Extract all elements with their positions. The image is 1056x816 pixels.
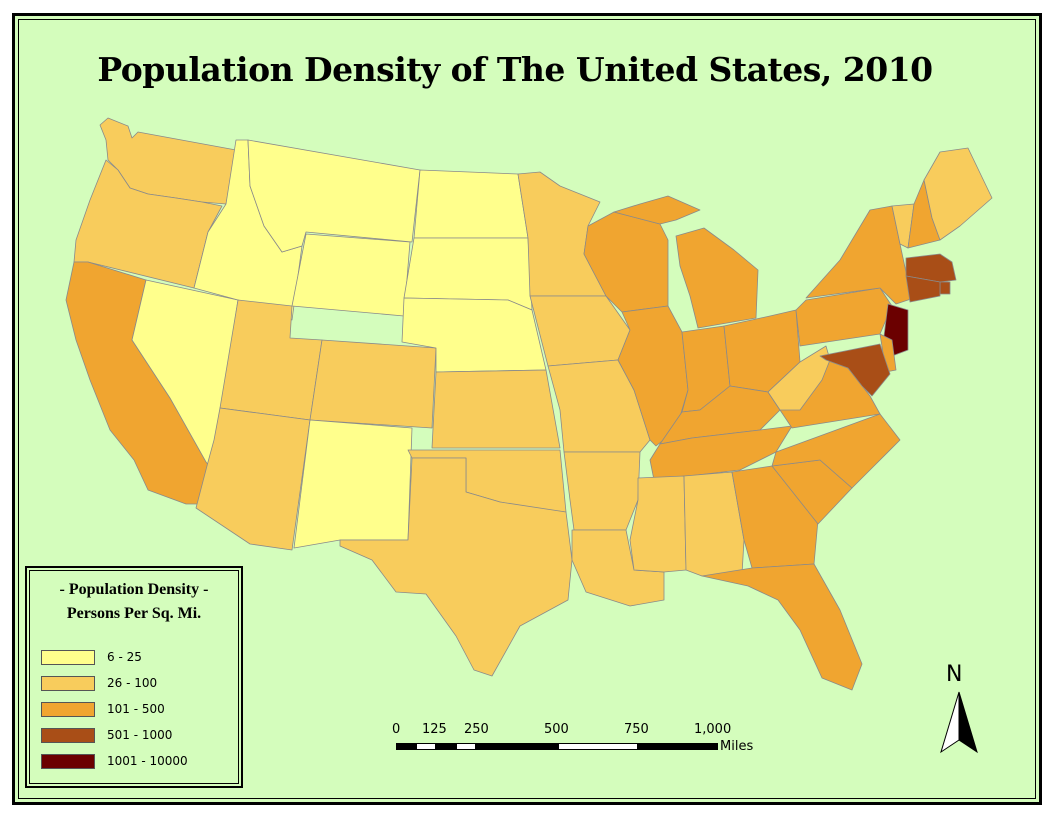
legend-swatch xyxy=(41,702,95,717)
scale-bar: 0 125 250 500 750 1,000 Miles xyxy=(390,722,770,762)
state-ut xyxy=(219,299,323,421)
state-ny xyxy=(805,205,921,305)
state-ct xyxy=(905,275,941,303)
state-nd xyxy=(413,169,529,239)
state-ia xyxy=(529,295,631,367)
legend-label: 26 - 100 xyxy=(107,676,158,690)
scale-tick-label: 0 xyxy=(392,722,401,737)
scale-segment xyxy=(416,743,436,750)
scale-tick-label: 500 xyxy=(544,722,569,737)
scale-units-label: Miles xyxy=(720,739,754,754)
state-ar xyxy=(563,451,641,531)
legend-subtitle: Persons Per Sq. Mi. xyxy=(66,605,202,622)
state-md xyxy=(819,343,891,397)
scale-segment xyxy=(558,743,638,750)
scale-segment xyxy=(476,743,558,750)
legend-title: - Population Density - xyxy=(59,581,209,598)
legend-label: 6 - 25 xyxy=(107,650,142,664)
scale-segment xyxy=(638,743,718,750)
state-me xyxy=(923,147,993,241)
north-arrow: N xyxy=(938,662,982,754)
state-mi xyxy=(613,195,759,329)
north-label: N xyxy=(946,662,963,687)
scale-segment xyxy=(396,743,416,750)
state-il xyxy=(617,305,689,447)
legend-swatch xyxy=(41,728,95,743)
state-wy xyxy=(291,233,411,317)
legend-inner-border xyxy=(29,570,239,784)
legend-label: 501 - 1000 xyxy=(107,728,173,742)
legend-label: 1001 - 10000 xyxy=(107,754,188,768)
scale-segment xyxy=(436,743,456,750)
state-la xyxy=(571,529,665,607)
state-mt xyxy=(247,139,421,253)
state-co xyxy=(309,339,437,429)
scale-tick-label: 125 xyxy=(422,722,447,737)
state-ms xyxy=(629,475,687,573)
state-or xyxy=(73,159,223,289)
north-arrow-icon xyxy=(940,691,978,754)
legend-label: 101 - 500 xyxy=(107,702,165,716)
state-wv xyxy=(767,345,831,411)
state-nm xyxy=(293,419,413,549)
legend-swatch xyxy=(41,676,95,691)
state-ks xyxy=(431,369,561,449)
scale-tick-label: 750 xyxy=(624,722,649,737)
state-fl xyxy=(701,563,863,691)
legend: - Population Density - Persons Per Sq. M… xyxy=(25,566,243,788)
state-tx xyxy=(339,457,573,677)
state-ri xyxy=(939,281,951,295)
scale-tick-label: 250 xyxy=(464,722,489,737)
map-frame-inner-border xyxy=(18,19,1036,799)
scale-segment xyxy=(456,743,476,750)
scale-tick-label: 1,000 xyxy=(694,722,732,737)
state-nc xyxy=(771,413,901,489)
map-title: Population Density of The United States,… xyxy=(97,50,933,89)
legend-swatch xyxy=(41,650,95,665)
legend-swatch xyxy=(41,754,95,769)
